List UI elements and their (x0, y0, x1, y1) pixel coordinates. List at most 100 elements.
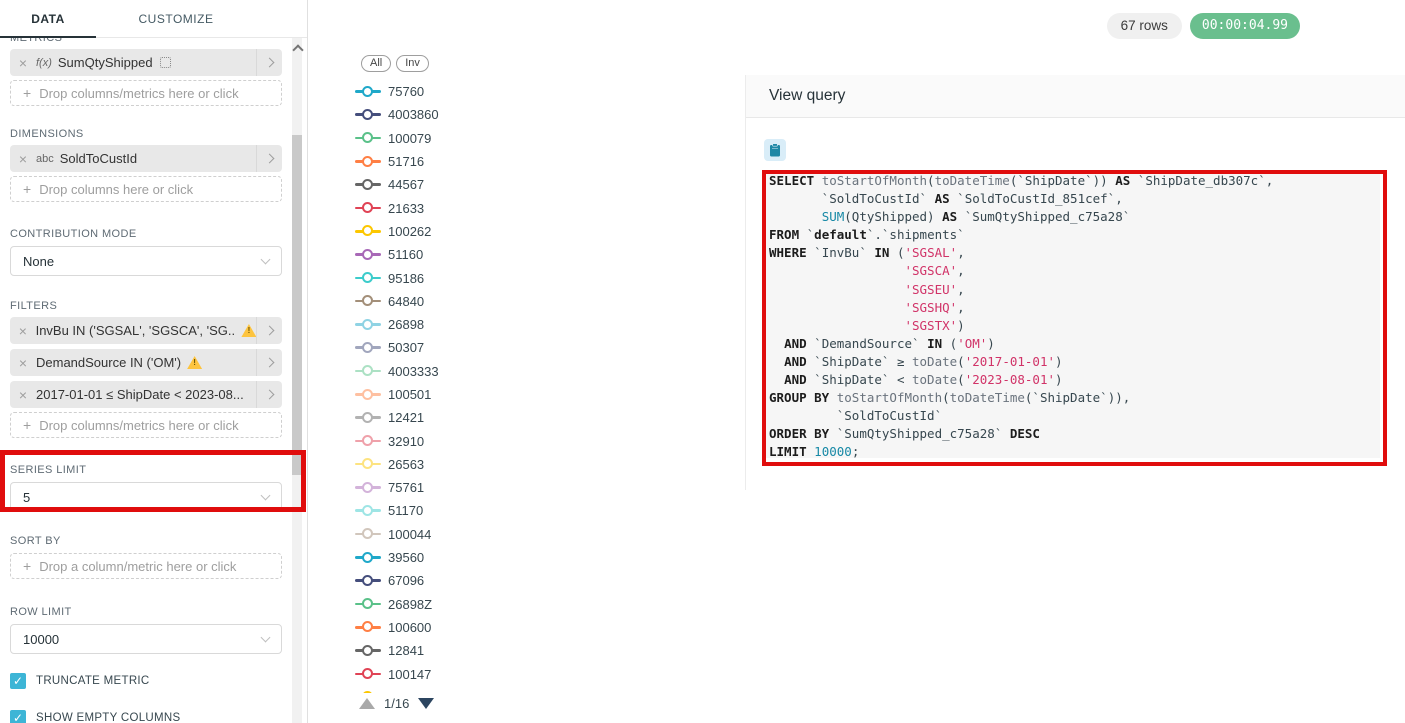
sort-by-dropzone-label: Drop a column/metric here or click (39, 558, 237, 574)
show-empty-columns-checkbox[interactable]: ✓ SHOW EMPTY COLUMNS (10, 710, 292, 723)
legend-item[interactable]: 44567 (355, 173, 485, 196)
filter-expand-button[interactable] (256, 349, 282, 376)
metrics-dropzone[interactable]: + Drop columns/metrics here or click (10, 80, 282, 106)
legend-item[interactable]: 21633 (355, 196, 485, 219)
legend-item[interactable]: 26898 (355, 313, 485, 336)
legend-item-label: 26898 (388, 317, 425, 333)
tab-customize[interactable]: CUSTOMIZE (138, 12, 214, 26)
filters-dropzone-label: Drop columns/metrics here or click (39, 417, 239, 433)
dimension-pill-label: SoldToCustId (59, 151, 138, 166)
legend-inv-button[interactable]: Inv (396, 55, 429, 72)
line-series-icon (355, 551, 381, 565)
copy-sql-button[interactable] (764, 139, 786, 161)
checkbox-checked-icon[interactable]: ✓ (10, 710, 26, 723)
legend-item[interactable]: 4003860 (355, 103, 485, 126)
dimensions-section-label: DIMENSIONS (10, 128, 84, 140)
legend-item[interactable]: 51170 (355, 499, 485, 522)
legend-item[interactable]: 100044 (355, 523, 485, 546)
legend-page-down-icon[interactable] (418, 698, 435, 709)
remove-filter-icon[interactable]: × (18, 322, 27, 339)
filter-pill[interactable]: × 2017-01-01 ≤ ShipDate < 2023-08... (10, 381, 282, 408)
filter-expand-button[interactable] (256, 381, 282, 408)
line-series-icon (355, 411, 381, 425)
filter-pill[interactable]: × InvBu IN ('SGSAL', 'SGSCA', 'SG... (10, 317, 282, 344)
warning-icon (241, 324, 257, 337)
legend-item-label: 95186 (388, 270, 425, 286)
panel-scrollbar-thumb[interactable] (292, 135, 302, 475)
sort-by-label: SORT BY (10, 535, 61, 547)
legend-item[interactable]: 95186 (355, 266, 485, 289)
metric-expand-button[interactable] (256, 49, 282, 76)
legend-item[interactable]: 51716 (355, 150, 485, 173)
chevron-right-icon (264, 325, 275, 336)
legend-item[interactable]: 100262 (355, 220, 485, 243)
remove-filter-icon[interactable]: × (18, 354, 28, 371)
chevron-right-icon (264, 153, 275, 164)
line-series-icon (355, 155, 381, 169)
filter-pill-label: 2017-01-01 ≤ ShipDate < 2023-08... (36, 387, 244, 402)
sort-by-dropzone[interactable]: + Drop a column/metric here or click (10, 553, 282, 579)
remove-metric-icon[interactable]: × (18, 54, 28, 71)
legend-item-label: 50307 (388, 340, 425, 356)
tab-data[interactable]: DATA (0, 0, 96, 38)
filter-pill[interactable]: × DemandSource IN ('OM') (10, 349, 282, 376)
remove-filter-icon[interactable]: × (18, 386, 28, 403)
legend-item[interactable]: 100147 (355, 662, 485, 685)
view-query-title: View query (769, 87, 846, 104)
legend-item[interactable]: 12841 (355, 639, 485, 662)
query-timer-badge: 00:00:04.99 (1189, 13, 1300, 39)
line-series-icon (355, 667, 381, 681)
checkbox-checked-icon[interactable]: ✓ (10, 673, 26, 689)
legend-all-button[interactable]: All (361, 55, 392, 72)
legend-item[interactable]: 12421 (355, 406, 485, 429)
line-series-icon (355, 527, 381, 541)
legend-item[interactable]: 100079 (355, 127, 485, 150)
line-series-icon (355, 504, 381, 518)
legend-item[interactable]: 67096 (355, 569, 485, 592)
view-query-modal-header: View query (746, 75, 1405, 118)
control-panel: DATA CUSTOMIZE METRICS × f(x) SumQtyShip… (0, 0, 308, 723)
metric-pill-label: SumQtyShipped (57, 55, 153, 70)
contribution-mode-select[interactable]: None (10, 246, 282, 276)
legend-item[interactable]: 75760 (355, 80, 485, 103)
sql-query-text[interactable]: SELECT toStartOfMonth(toDateTime(`ShipDa… (763, 170, 1380, 458)
remove-dimension-icon[interactable]: × (18, 150, 28, 167)
legend-item[interactable]: 51160 (355, 243, 485, 266)
series-limit-select[interactable]: 5 (10, 482, 282, 512)
legend-item-label: 32910 (388, 433, 425, 449)
row-limit-select[interactable]: 10000 (10, 624, 282, 654)
dimension-expand-button[interactable] (256, 145, 282, 172)
chevron-down-icon (260, 632, 271, 643)
legend-item-label: 100262 (388, 223, 432, 239)
legend-item[interactable]: 100501 (355, 383, 485, 406)
truncate-metric-checkbox[interactable]: ✓ TRUNCATE METRIC (10, 673, 292, 689)
chevron-right-icon (264, 57, 275, 68)
legend-item[interactable]: 32910 (355, 429, 485, 452)
line-series-icon (355, 620, 381, 634)
legend-item[interactable]: 4003333 (355, 360, 485, 383)
legend-item[interactable]: 26898Z (355, 593, 485, 616)
scroll-up-icon[interactable] (293, 44, 301, 52)
legend-item[interactable]: 49221 (355, 686, 485, 693)
filter-expand-button[interactable] (256, 317, 282, 344)
line-series-icon (355, 85, 381, 99)
legend-page-up-icon[interactable] (359, 698, 375, 709)
legend-item[interactable]: 75761 (355, 476, 485, 499)
dimensions-dropzone[interactable]: + Drop columns here or click (10, 176, 282, 202)
legend-item-label: 4003333 (388, 363, 439, 379)
legend-pager: 1/16 (359, 696, 485, 711)
legend-item-label: 51170 (388, 503, 424, 519)
metric-pill-sumqtyshipped[interactable]: × f(x) SumQtyShipped (10, 49, 282, 76)
legend-item[interactable]: 39560 (355, 546, 485, 569)
line-series-icon (355, 341, 381, 355)
legend-item[interactable]: 64840 (355, 290, 485, 313)
legend-item[interactable]: 26563 (355, 453, 485, 476)
legend-item-label: 51716 (388, 154, 425, 170)
panel-scroll-content: METRICS × f(x) SumQtyShipped + Drop colu… (0, 38, 292, 723)
legend-item-label: 100044 (388, 526, 432, 542)
legend-page-indicator: 1/16 (384, 696, 410, 711)
filters-dropzone[interactable]: + Drop columns/metrics here or click (10, 412, 282, 438)
legend-item[interactable]: 50307 (355, 336, 485, 359)
dimension-pill-soldtocustid[interactable]: × abc SoldToCustId (10, 145, 282, 172)
legend-item[interactable]: 100600 (355, 616, 485, 639)
